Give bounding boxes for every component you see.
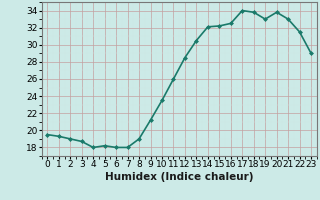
X-axis label: Humidex (Indice chaleur): Humidex (Indice chaleur): [105, 172, 253, 182]
